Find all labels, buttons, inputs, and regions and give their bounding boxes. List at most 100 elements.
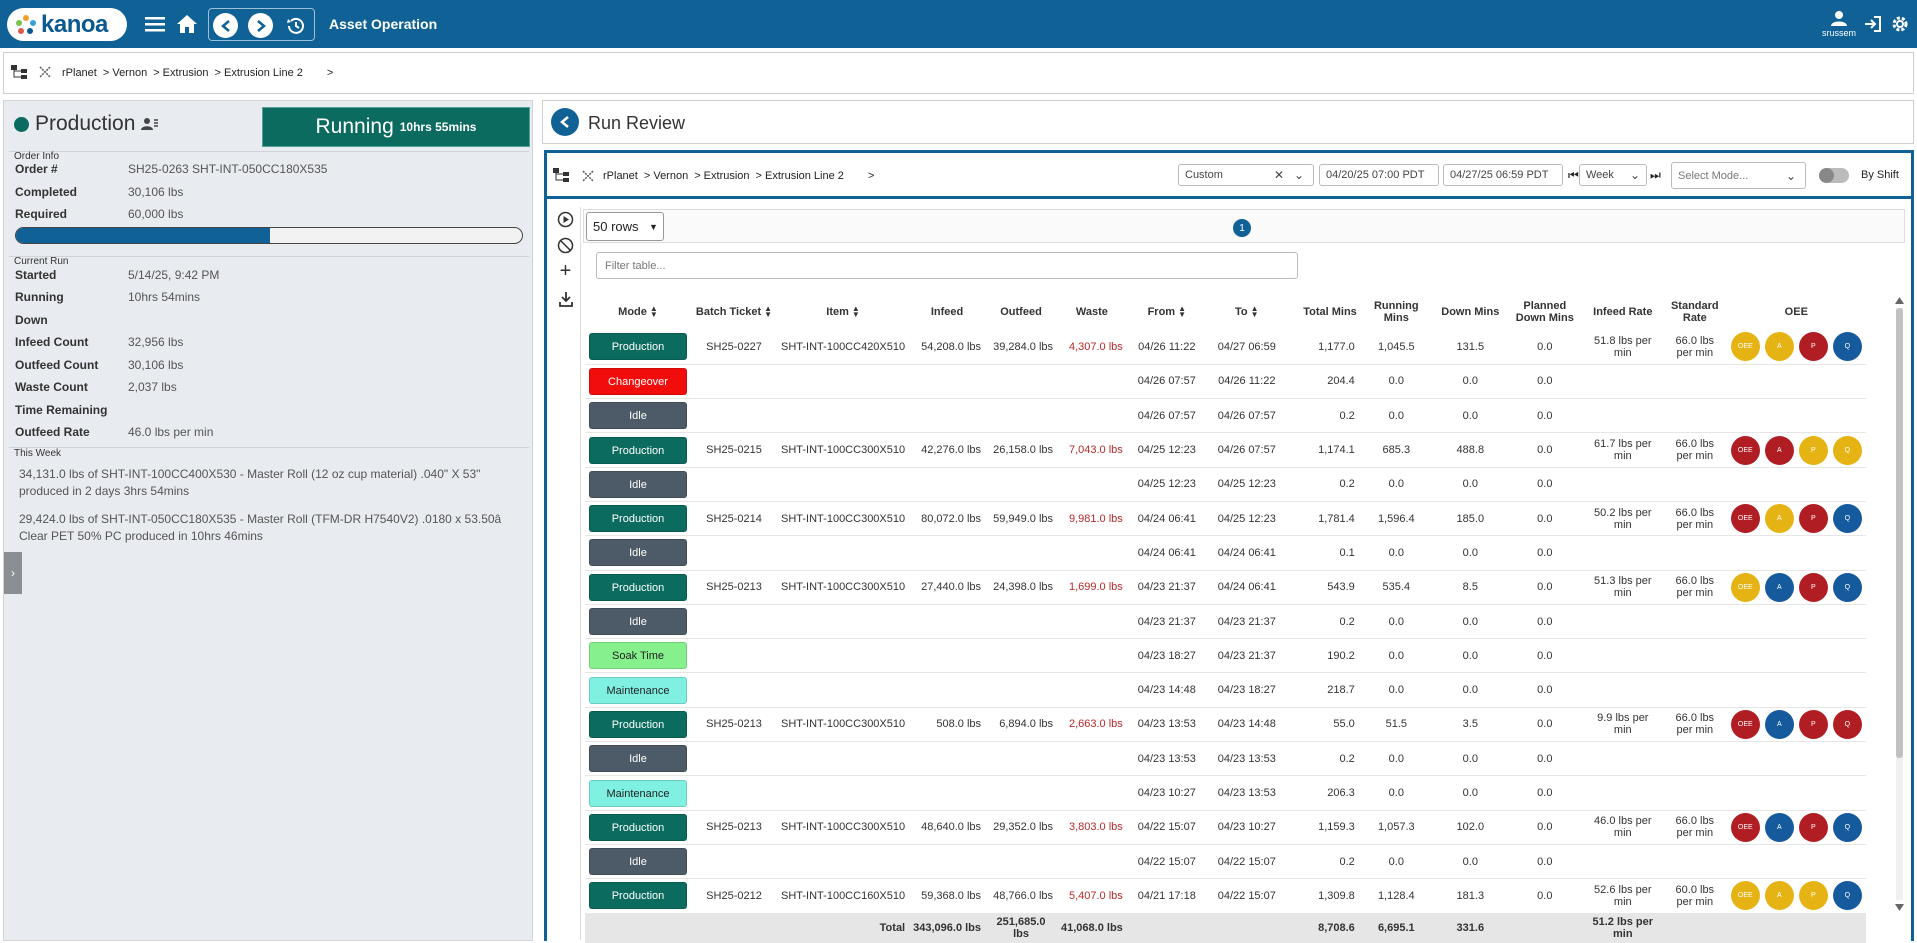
sort-icon[interactable]: ▲ ▼: [1250, 304, 1259, 320]
oee-metric-oee-indicator[interactable]: OEE: [1730, 435, 1760, 465]
add-icon[interactable]: +: [559, 260, 572, 282]
hierarchy-icon[interactable]: [552, 167, 570, 186]
col-header-mode[interactable]: Mode ▲ ▼: [618, 304, 658, 320]
hierarchy-icon[interactable]: [10, 64, 28, 83]
filter-table-input[interactable]: Filter table...: [596, 252, 1298, 279]
mode-badge[interactable]: Idle: [589, 608, 687, 636]
mode-badge[interactable]: Idle: [589, 745, 687, 773]
oee-metric-a-indicator[interactable]: A: [1764, 812, 1794, 842]
skip-back-icon[interactable]: ⏮: [1568, 168, 1579, 182]
mode-select[interactable]: Select Mode... ⌄: [1671, 162, 1806, 189]
table-row[interactable]: Soak Time 04/23 18:27 04/23 21:37 190.2 0.0 0…: [585, 638, 1866, 674]
col-header-planned-down-mins[interactable]: Planned Down Mins: [1515, 300, 1574, 324]
sort-icon[interactable]: ▲ ▼: [1178, 304, 1186, 320]
mode-badge[interactable]: Idle: [589, 470, 687, 498]
col-header-infeed-rate[interactable]: Infeed Rate: [1593, 306, 1653, 318]
back-button[interactable]: [551, 108, 579, 136]
oee-metric-q-indicator[interactable]: Q: [1832, 881, 1862, 911]
table-row[interactable]: Idle 04/26 07:57 04/26 07:57 0.2 0.0 0.0 0.0: [585, 398, 1866, 434]
table-row[interactable]: Maintenance 04/23 14:48 04/23 18:27 218.7 0.…: [585, 672, 1866, 708]
oee-metric-oee-indicator[interactable]: OEE: [1730, 812, 1760, 842]
col-header-from[interactable]: From ▲ ▼: [1147, 304, 1186, 320]
end-date-input[interactable]: 04/27/25 06:59 PDT: [1443, 164, 1563, 186]
oee-metric-a-indicator[interactable]: A: [1764, 435, 1794, 465]
oee-metric-a-indicator[interactable]: A: [1764, 332, 1794, 362]
col-header-to[interactable]: To ▲ ▼: [1235, 304, 1259, 320]
table-row[interactable]: Production SH25-0227 SHT-INT-100CC420X510 5…: [585, 330, 1866, 365]
mode-badge[interactable]: Changeover: [589, 367, 687, 395]
oee-metric-p-indicator[interactable]: P: [1798, 572, 1828, 602]
col-header-total-mins[interactable]: Total Mins: [1303, 306, 1357, 318]
by-shift-toggle[interactable]: [1819, 168, 1849, 183]
oee-metric-oee-indicator[interactable]: OEE: [1730, 709, 1760, 739]
asset-select-icon[interactable]: [38, 65, 52, 82]
table-row[interactable]: Maintenance 04/23 10:27 04/23 13:53 206.3 0.…: [585, 775, 1866, 811]
table-row[interactable]: Idle 04/22 15:07 04/22 15:07 0.2 0.0 0.0 0.0: [585, 844, 1866, 880]
mode-badge[interactable]: Production: [589, 573, 687, 601]
breadcrumb-item[interactable]: > Extrusion: [153, 67, 209, 79]
oee-metric-p-indicator[interactable]: P: [1798, 332, 1828, 362]
col-header-oee[interactable]: OEE: [1784, 306, 1808, 318]
table-row[interactable]: Production SH25-0215 SHT-INT-100CC300X510 4…: [585, 432, 1866, 468]
breadcrumb-item[interactable]: >: [326, 67, 334, 79]
home-icon[interactable]: [175, 12, 199, 36]
mode-badge[interactable]: Idle: [589, 402, 687, 430]
history-icon[interactable]: [283, 13, 309, 38]
oee-metric-q-indicator[interactable]: Q: [1832, 709, 1862, 739]
table-row[interactable]: Idle 04/25 12:23 04/25 12:23 0.2 0.0 0.0 0.0: [585, 467, 1866, 502]
oee-metric-q-indicator[interactable]: Q: [1832, 504, 1862, 534]
breadcrumb-item[interactable]: >: [867, 170, 875, 182]
logout-icon[interactable]: [1862, 13, 1884, 35]
mode-badge[interactable]: Production: [589, 710, 687, 738]
mode-badge[interactable]: Production: [589, 333, 687, 361]
breadcrumb-item[interactable]: > Extrusion Line 2: [755, 170, 844, 182]
table-row[interactable]: Production SH25-0213 SHT-INT-100CC300X510 2…: [585, 570, 1866, 605]
breadcrumb-item[interactable]: rPlanet: [62, 67, 97, 79]
mode-badge[interactable]: Soak Time: [589, 642, 687, 670]
range-type-select[interactable]: Custom ✕ ⌄: [1178, 164, 1314, 186]
sort-icon[interactable]: ▲ ▼: [851, 304, 860, 320]
sort-icon[interactable]: ▲ ▼: [764, 304, 773, 320]
oee-metric-q-indicator[interactable]: Q: [1832, 332, 1862, 362]
rows-per-page-select[interactable]: 50 rows ▼: [586, 212, 664, 241]
col-header-infeed[interactable]: Infeed: [930, 306, 964, 318]
oee-metric-q-indicator[interactable]: Q: [1832, 572, 1862, 602]
table-row[interactable]: Changeover 04/26 07:57 04/26 11:22 204.4 0.0…: [585, 364, 1866, 400]
breadcrumb-item[interactable]: > Extrusion: [694, 170, 750, 182]
oee-metric-oee-indicator[interactable]: OEE: [1730, 572, 1760, 602]
table-row[interactable]: Production SH25-0212 SHT-INT-100CC160X510 5…: [585, 878, 1866, 914]
period-select[interactable]: Week ⌄: [1579, 164, 1647, 186]
table-scrollbar[interactable]: [1894, 294, 1905, 914]
mode-badge[interactable]: Production: [589, 813, 687, 841]
clear-icon[interactable]: ✕: [1274, 168, 1285, 182]
breadcrumb-item[interactable]: > Vernon: [102, 67, 148, 79]
nav-back-button[interactable]: [213, 13, 238, 38]
col-header-batch[interactable]: Batch Ticket ▲ ▼: [695, 304, 773, 320]
mode-badge[interactable]: Idle: [589, 848, 687, 876]
oee-metric-oee-indicator[interactable]: OEE: [1730, 332, 1760, 362]
oee-metric-a-indicator[interactable]: A: [1764, 572, 1794, 602]
oee-metric-oee-indicator[interactable]: OEE: [1730, 504, 1760, 534]
table-row[interactable]: Production SH25-0213 SHT-INT-100CC300X510 4…: [585, 810, 1866, 845]
settings-gear-icon[interactable]: [1889, 13, 1911, 35]
col-header-waste[interactable]: Waste: [1075, 306, 1108, 318]
col-header-running-mins[interactable]: Running Mins: [1373, 300, 1419, 324]
oee-metric-a-indicator[interactable]: A: [1764, 504, 1794, 534]
mode-badge[interactable]: Idle: [589, 539, 687, 567]
download-icon[interactable]: [557, 290, 574, 307]
oee-metric-a-indicator[interactable]: A: [1764, 881, 1794, 911]
play-circle-icon[interactable]: [557, 211, 574, 228]
mode-badge[interactable]: Production: [589, 436, 687, 464]
col-header-outfeed[interactable]: Outfeed: [1000, 306, 1042, 318]
oee-metric-p-indicator[interactable]: P: [1798, 881, 1828, 911]
table-row[interactable]: Idle 04/23 21:37 04/23 21:37 0.2 0.0 0.0 0.0: [585, 604, 1866, 640]
oee-metric-p-indicator[interactable]: P: [1798, 709, 1828, 739]
mode-badge[interactable]: Production: [589, 882, 687, 910]
menu-icon[interactable]: [144, 13, 166, 35]
start-date-input[interactable]: 04/20/25 07:00 PDT: [1319, 164, 1439, 186]
sort-icon[interactable]: ▲ ▼: [649, 304, 658, 320]
col-header-standard-rate[interactable]: Standard Rate: [1670, 300, 1719, 324]
oee-metric-a-indicator[interactable]: A: [1764, 709, 1794, 739]
cancel-icon[interactable]: [557, 237, 574, 254]
oee-metric-p-indicator[interactable]: P: [1798, 504, 1828, 534]
